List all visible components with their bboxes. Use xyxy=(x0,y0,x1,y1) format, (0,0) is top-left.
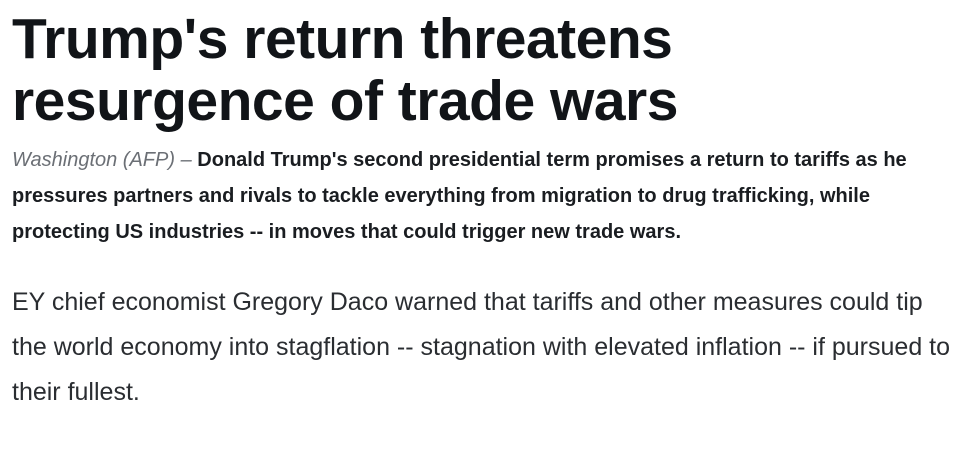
headline: Trump's return threatens resurgence of t… xyxy=(12,7,678,133)
article: Trump's return threatens resurgence of t… xyxy=(12,7,951,406)
lead: Washington (AFP) – Donald Trump's second… xyxy=(12,142,947,250)
lead-text: Donald Trump's second presidential term … xyxy=(12,149,907,243)
paragraph: EY chief economist Gregory Daco warned t… xyxy=(12,288,951,406)
dateline: Washington (AFP) – xyxy=(12,149,192,171)
